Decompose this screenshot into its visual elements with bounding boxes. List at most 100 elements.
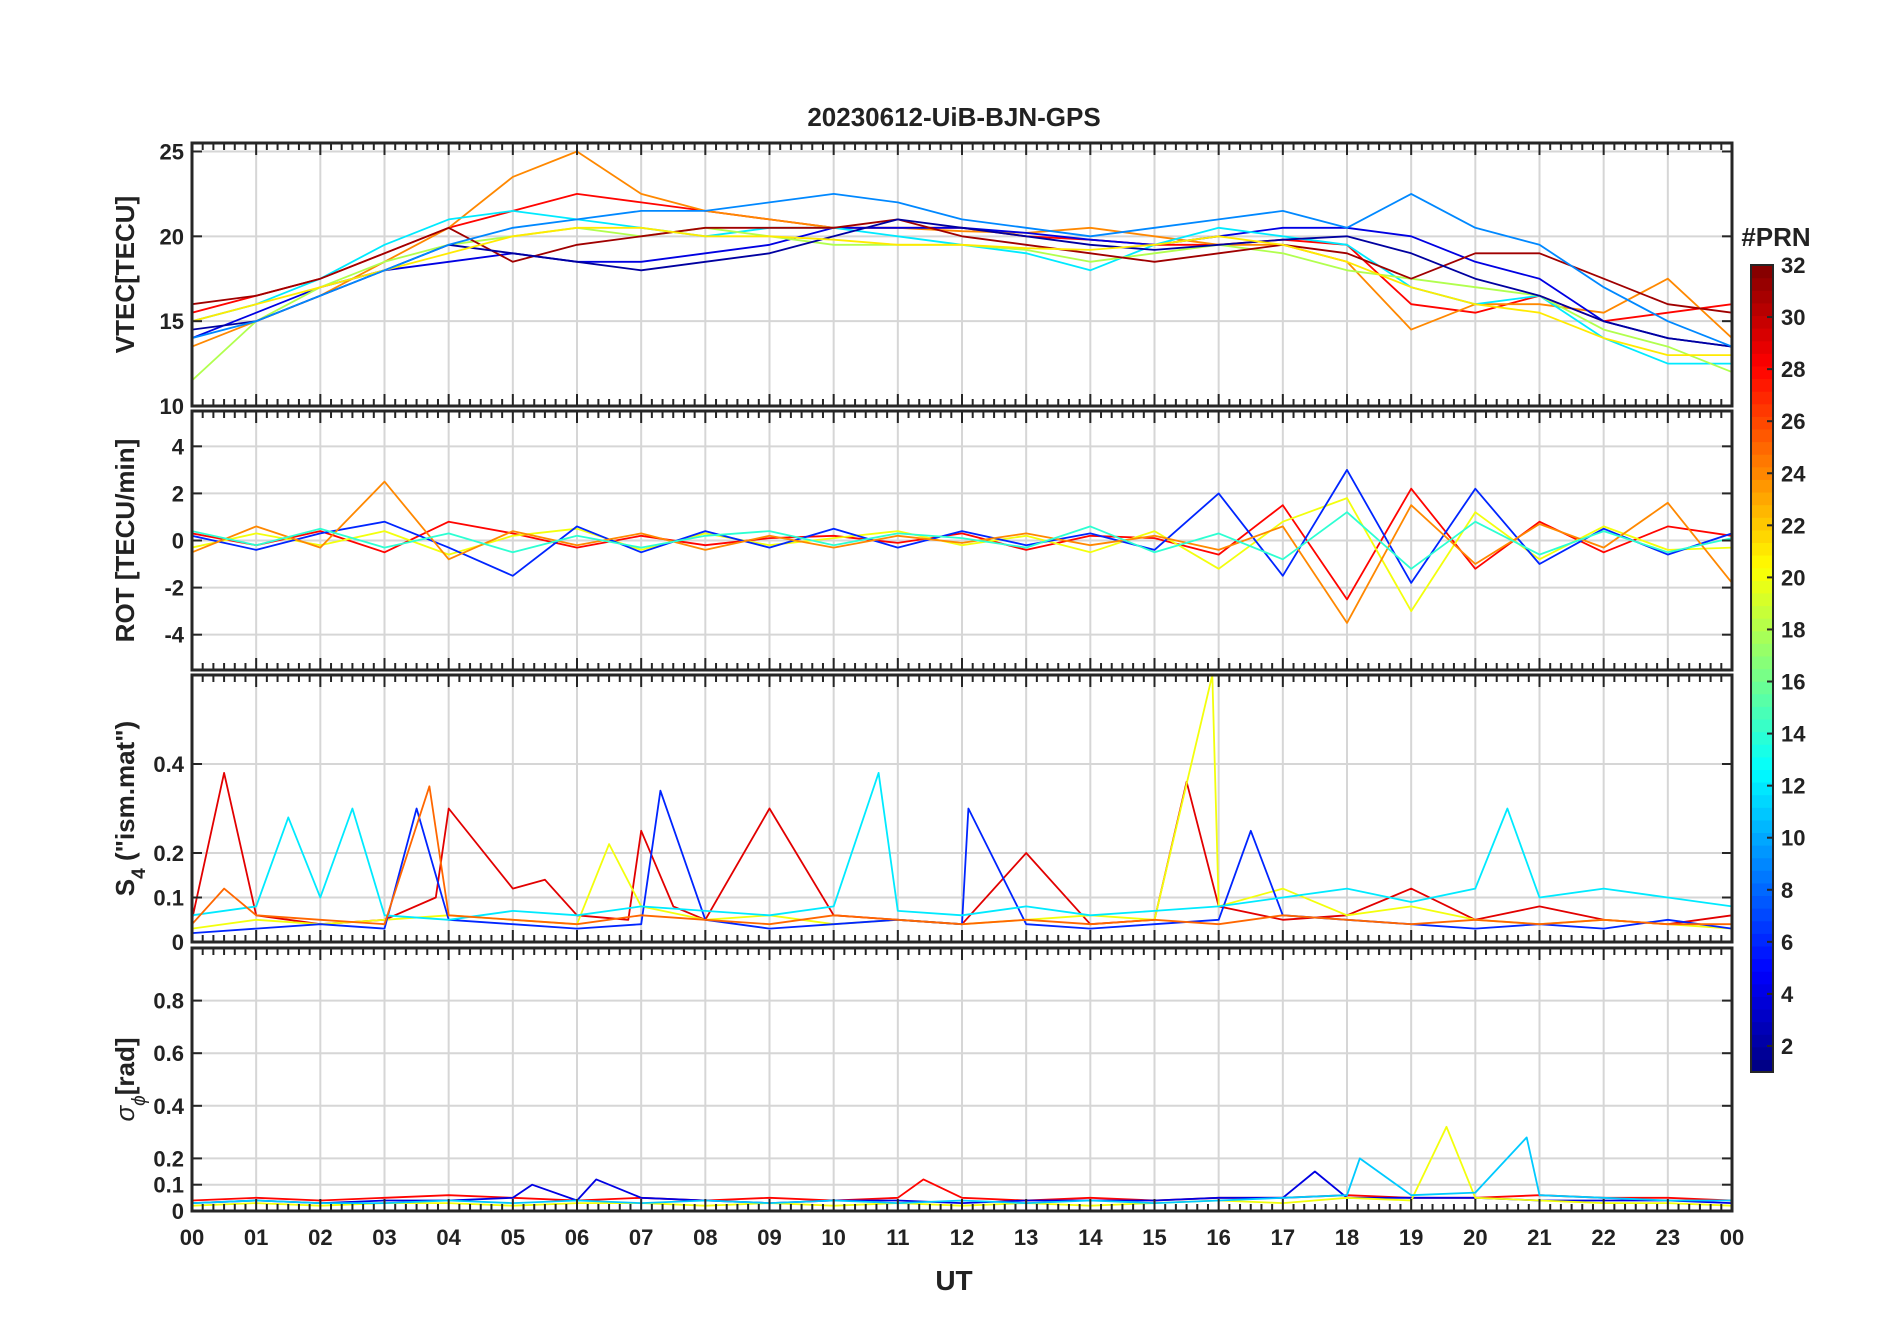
colorbar-seg-62: [1751, 277, 1773, 291]
series-rot-prn-6: [192, 468, 1732, 584]
colorbar-seg-40: [1751, 555, 1773, 569]
colorbar-seg-29: [1751, 693, 1773, 707]
ytick-label-sigma-4: 0.6: [153, 1041, 184, 1066]
colorbar-seg-43: [1751, 517, 1773, 531]
series-rot-prn-14: [192, 511, 1732, 570]
colorbar-seg-21: [1751, 794, 1773, 808]
colorbar-seg-38: [1751, 580, 1773, 594]
colorbar-seg-41: [1751, 542, 1773, 556]
panel-s4: 00.10.20.4S4 ("ism.mat"): [110, 673, 1734, 955]
colorbar-seg-11: [1751, 920, 1773, 934]
colorbar-seg-30: [1751, 681, 1773, 695]
traces-rot: [192, 468, 1732, 624]
frame-sigma: [190, 946, 1734, 1213]
chart-title: 20230612-UiB-BJN-GPS: [807, 102, 1100, 132]
xtick-label-21: 21: [1527, 1225, 1551, 1250]
xtick-label-12: 12: [950, 1225, 974, 1250]
series-s4-prn-12: [192, 772, 1732, 921]
xtick-label-1: 01: [244, 1225, 268, 1250]
colorbar-seg-25: [1751, 744, 1773, 758]
colorbar-seg-44: [1751, 504, 1773, 518]
ytick-label-sigma-0: 0: [172, 1199, 184, 1224]
colorbar-seg-19: [1751, 819, 1773, 834]
colorbar-seg-58: [1751, 328, 1773, 342]
xtick-label-3: 03: [372, 1225, 396, 1250]
colorbar-tick-label-9: 20: [1781, 565, 1805, 590]
ylabel-sub-sigma: ϕ: [129, 1095, 150, 1106]
colorbar-seg-24: [1751, 756, 1773, 770]
xtick-label-24: 00: [1720, 1225, 1744, 1250]
ytick-label-vtec-1: 15: [160, 309, 184, 334]
xtick-label-0: 00: [180, 1225, 204, 1250]
traces-vtec: [192, 150, 1732, 382]
colorbar-seg-49: [1751, 441, 1773, 455]
colorbar-seg-15: [1751, 870, 1773, 884]
xtick-label-9: 09: [757, 1225, 781, 1250]
series-rot-prn-28: [192, 487, 1732, 601]
colorbar-seg-20: [1751, 807, 1773, 821]
ytick-label-s4-1: 0.1: [153, 886, 184, 911]
ylabel-s4: S4 ("ism.mat"): [110, 721, 150, 896]
ytick-label-s4-0: 0: [172, 930, 184, 955]
xtick-label-17: 17: [1271, 1225, 1295, 1250]
ylabel-sub-s4: 4: [129, 868, 150, 879]
xtick-label-23: 23: [1656, 1225, 1680, 1250]
ytick-label-sigma-2: 0.2: [153, 1146, 184, 1171]
ylabel-main-s4: S: [110, 879, 140, 896]
x-axis-label: UT: [935, 1265, 972, 1296]
colorbar-seg-13: [1751, 895, 1773, 909]
colorbar-seg-0: [1751, 1059, 1773, 1073]
colorbar-seg-10: [1751, 933, 1773, 947]
ytick-label-rot-3: 2: [172, 481, 184, 506]
colorbar-seg-31: [1751, 668, 1773, 682]
ytick-label-vtec-3: 25: [160, 139, 184, 164]
series-s4-prn-25: [192, 785, 1732, 926]
colorbar-seg-2: [1751, 1034, 1773, 1048]
xtick-label-6: 06: [565, 1225, 589, 1250]
xtick-label-5: 05: [501, 1225, 525, 1250]
colorbar-seg-47: [1751, 466, 1773, 480]
colorbar-seg-4: [1751, 1008, 1773, 1023]
ylabel-rot: ROT [TECU/min]: [110, 439, 140, 643]
colorbar-tick-label-6: 14: [1781, 722, 1806, 747]
ytick-label-rot-4: 4: [172, 434, 185, 459]
traces-s4: [192, 675, 1732, 934]
colorbar-seg-60: [1751, 302, 1773, 317]
colorbar-seg-22: [1751, 781, 1773, 796]
xtick-label-14: 14: [1078, 1225, 1103, 1250]
ytick-label-sigma-1: 0.1: [153, 1173, 184, 1198]
xtick-label-19: 19: [1399, 1225, 1423, 1250]
ylabel-main-vtec: VTEC[TECU]: [110, 196, 140, 353]
xtick-label-11: 11: [886, 1225, 909, 1250]
colorbar-tick-label-1: 4: [1781, 982, 1794, 1007]
frame-vtec: [190, 141, 1734, 408]
colorbar-seg-39: [1751, 567, 1773, 581]
colorbar-label: #PRN: [1741, 222, 1810, 252]
colorbar-seg-61: [1751, 290, 1773, 304]
colorbar-seg-16: [1751, 857, 1773, 871]
series-vtec-prn-21: [192, 226, 1732, 357]
colorbar-seg-35: [1751, 618, 1773, 632]
ytick-label-rot-0: -4: [164, 623, 184, 648]
colorbar-tick-label-13: 28: [1781, 357, 1805, 382]
colorbar-tick-label-2: 6: [1781, 930, 1793, 955]
colorbar-tick-label-15: 32: [1781, 253, 1805, 278]
xtick-label-18: 18: [1335, 1225, 1359, 1250]
ylabel-tail-s4: ("ism.mat"): [110, 721, 140, 868]
ytick-label-rot-1: -2: [164, 576, 184, 601]
xtick-label-7: 07: [629, 1225, 653, 1250]
colorbar-tick-label-3: 8: [1781, 878, 1793, 903]
colorbar-seg-33: [1751, 643, 1773, 657]
colorbar-seg-5: [1751, 996, 1773, 1010]
xtick-label-13: 13: [1014, 1225, 1038, 1250]
series-rot-prn-24: [192, 480, 1732, 624]
colorbar-seg-63: [1751, 265, 1773, 279]
xtick-label-15: 15: [1142, 1225, 1166, 1250]
ylabel-main-rot: ROT [TECU/min]: [110, 439, 140, 643]
panels: 10 15 20 25 VTEC[TECU] -4 -2 0 2 4 ROT [TECU/min] 0…: [110, 139, 1734, 1224]
colorbar-tick-label-14: 30: [1781, 305, 1805, 330]
series-vtec-prn-31: [192, 218, 1732, 314]
ytick-label-s4-2: 0.2: [153, 841, 184, 866]
colorbar-seg-9: [1751, 945, 1773, 960]
colorbar-seg-57: [1751, 340, 1773, 354]
